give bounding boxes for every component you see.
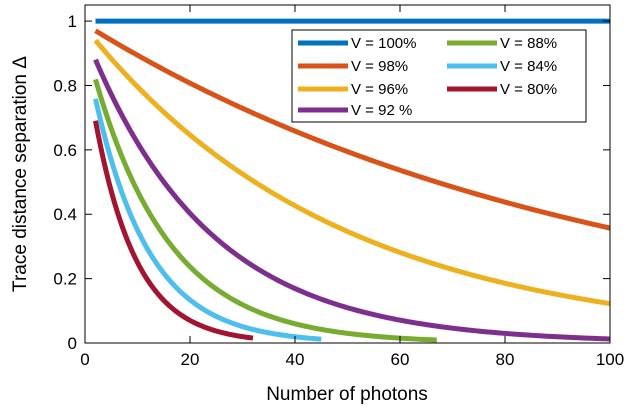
series-layer <box>93 18 611 343</box>
y-tick-label-5: 1 <box>68 12 77 31</box>
y-tick-label-0: 0 <box>68 334 77 353</box>
plot-frame <box>84 4 611 344</box>
y-tick-label-3: 0.6 <box>53 141 77 160</box>
series-line-3 <box>93 58 611 342</box>
legend-label-0: V = 100% <box>351 35 416 52</box>
series-line-4 <box>93 78 437 343</box>
legend-label-4: V = 88% <box>500 35 557 52</box>
legend: V = 100% V = 88% V = 98% V = 84% V = 96% V = … <box>291 29 587 123</box>
legend-label-5: V = 84% <box>500 58 557 75</box>
series-line-6 <box>93 120 254 341</box>
ticks-layer: 0 20 40 60 80 100 0 0.2 0.4 0.6 0.8 1 <box>53 5 624 369</box>
y-tick-label-2: 0.4 <box>53 205 77 224</box>
series-line-1 <box>94 28 611 231</box>
x-axis-title: Number of photons <box>266 384 428 405</box>
legend-label-2: V = 96% <box>351 81 408 98</box>
x-tick-label-1: 20 <box>181 350 200 369</box>
y-axis-title: Trace distance separation Δ <box>10 56 31 292</box>
series-line-5 <box>93 98 322 342</box>
x-tick-label-5: 100 <box>596 350 624 369</box>
x-tick-label-3: 60 <box>391 350 410 369</box>
legend-label-3: V = 92 % <box>351 102 412 119</box>
x-tick-label-4: 80 <box>496 350 515 369</box>
legend-label-1: V = 98% <box>351 58 408 75</box>
x-tick-label-2: 40 <box>286 350 305 369</box>
y-tick-label-4: 0.8 <box>53 76 77 95</box>
y-tick-label-1: 0.2 <box>53 270 77 289</box>
legend-label-6: V = 80% <box>500 81 557 98</box>
series-line-2 <box>93 38 611 307</box>
x-tick-label-0: 0 <box>80 350 89 369</box>
